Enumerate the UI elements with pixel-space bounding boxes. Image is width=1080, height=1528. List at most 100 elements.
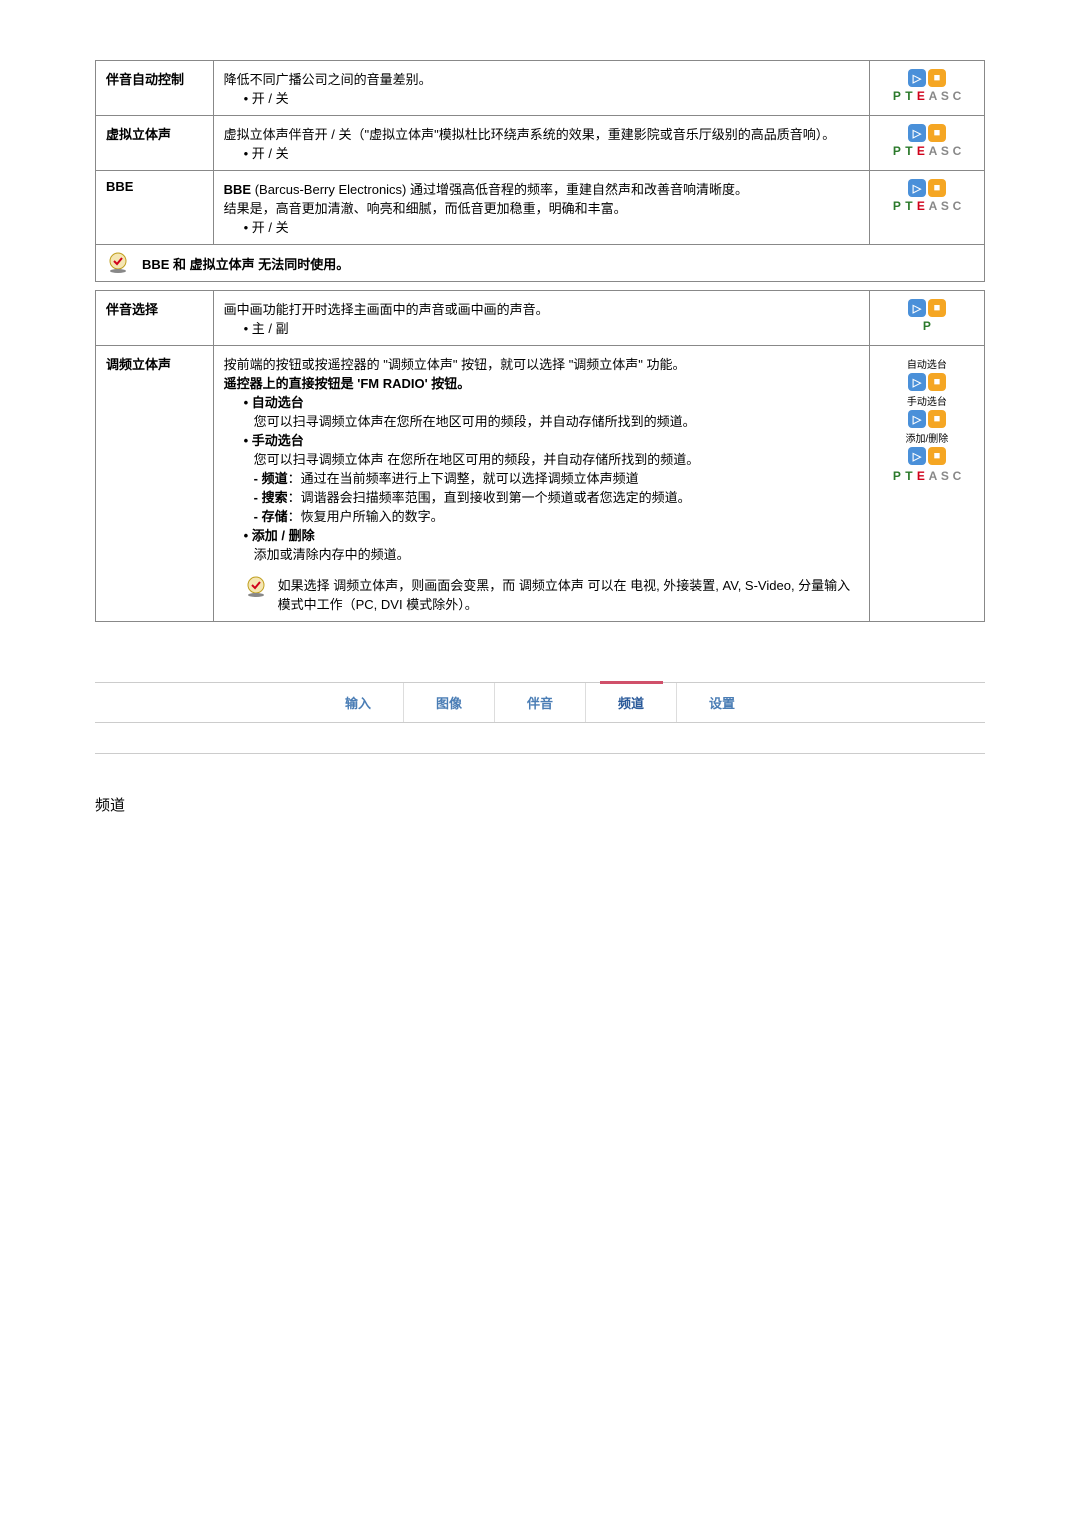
play-icon: ▷ — [908, 69, 926, 87]
row-description: BBE (Barcus-Berry Electronics) 通过增强高低音程的… — [213, 171, 869, 245]
bullet-option: • 开 / 关 — [244, 91, 289, 106]
row-description: 虚拟立体声伴音开 / 关（"虚拟立体声"模拟杜比环绕声系统的效果，重建影院或音乐… — [213, 116, 869, 171]
row-label: 虚拟立体声 — [96, 116, 214, 171]
play-icon: ▷ — [908, 447, 926, 465]
fm-adddel-label: • 添加 / 删除 — [244, 528, 315, 543]
play-icon: ▷ — [908, 124, 926, 142]
stop-icon: ■ — [928, 373, 946, 391]
nav-tabs: 输入 图像 伴音 频道 设置 — [95, 682, 985, 723]
stop-icon: ■ — [928, 124, 946, 142]
tab-input[interactable]: 输入 — [313, 683, 404, 722]
settings-table-2: 伴音选择 画中画功能打开时选择主画面中的声音或画中画的声音。 • 主 / 副 ▷… — [95, 290, 985, 622]
row-label: 伴音自动控制 — [96, 61, 214, 116]
mode-icons-cell: ▷ ■ P T E A S C — [869, 171, 984, 245]
play-icon: ▷ — [908, 373, 926, 391]
table-row: 调频立体声 按前端的按钮或按遥控器的 "调频立体声" 按钮，就可以选择 "调频立… — [96, 346, 985, 622]
play-icon: ▷ — [908, 299, 926, 317]
fm-auto-desc: 您可以扫寻调频立体声在您所在地区可用的频段，并自动存储所找到的频道。 — [254, 414, 696, 429]
mode-icon-group: ▷ ■ P — [908, 299, 946, 333]
note-icon — [244, 575, 268, 599]
mode-icons-cell: ▷ ■ P T E A S C — [869, 116, 984, 171]
mode-letter: E — [915, 469, 927, 483]
mode-letter: S — [939, 89, 951, 103]
divider — [95, 753, 985, 754]
mode-letter: A — [927, 199, 939, 213]
fm-channel-bold: - 频道 — [254, 471, 288, 486]
mode-icon-group: ▷ ■ P T E A S C — [891, 179, 963, 213]
fm-manual-label: • 手动选台 — [244, 433, 304, 448]
table-row: 伴音选择 画中画功能打开时选择主画面中的声音或画中画的声音。 • 主 / 副 ▷… — [96, 291, 985, 346]
table-row: BBE BBE (Barcus-Berry Electronics) 通过增强高… — [96, 171, 985, 245]
play-icon: ▷ — [908, 179, 926, 197]
mode-letter: E — [915, 144, 927, 158]
fm-line2: 遥控器上的直接按钮是 'FM RADIO' 按钮。 — [224, 376, 471, 391]
stop-icon: ■ — [928, 410, 946, 428]
mode-letter: E — [915, 89, 927, 103]
note-icon — [106, 251, 130, 275]
stop-icon: ■ — [928, 69, 946, 87]
desc-text: (Barcus-Berry Electronics) 通过增强高低音程的频率，重… — [251, 182, 748, 197]
mode-letter: T — [903, 469, 915, 483]
mode-letter: T — [903, 199, 915, 213]
fm-side-manual: 手动选台 — [880, 393, 974, 408]
mode-letter: S — [939, 144, 951, 158]
bullet-option: • 开 / 关 — [244, 220, 289, 235]
stop-icon: ■ — [928, 447, 946, 465]
mode-letter: P — [891, 469, 903, 483]
fm-auto-label: • 自动选台 — [244, 395, 304, 410]
note-text: BBE 和 虚拟立体声 无法同时使用。 — [142, 254, 349, 273]
mode-icon-group: ▷ ■ P T E A S C — [891, 69, 963, 103]
table-row: 伴音自动控制 降低不同广播公司之间的音量差别。 • 开 / 关 ▷ ■ P T … — [96, 61, 985, 116]
fm-adddel-desc: 添加或清除内存中的频道。 — [254, 547, 410, 562]
bullet-option: • 开 / 关 — [244, 146, 289, 161]
mode-letter: P — [891, 89, 903, 103]
mode-icons-cell: ▷ ■ P T E A S C — [869, 61, 984, 116]
mode-letter: P — [891, 144, 903, 158]
row-description: 降低不同广播公司之间的音量差别。 • 开 / 关 — [213, 61, 869, 116]
mode-letter: T — [903, 144, 915, 158]
inner-note-text: 如果选择 调频立体声，则画面会变黑，而 调频立体声 可以在 电视, 外接装置, … — [278, 575, 859, 613]
mode-letter: C — [951, 469, 963, 483]
desc-bold: BBE — [224, 182, 251, 197]
fm-search-bold: - 搜索 — [254, 490, 288, 505]
mode-letter: A — [927, 89, 939, 103]
row-label: BBE — [96, 171, 214, 245]
tab-channel[interactable]: 频道 — [586, 683, 677, 722]
row-label: 调频立体声 — [96, 346, 214, 622]
mode-icons-cell: ▷ ■ P — [869, 291, 984, 346]
mode-letter: T — [903, 89, 915, 103]
mode-letter: E — [915, 199, 927, 213]
desc-text: 降低不同广播公司之间的音量差别。 — [224, 72, 432, 87]
mode-letter: A — [927, 469, 939, 483]
row-description: 画中画功能打开时选择主画面中的声音或画中画的声音。 • 主 / 副 — [213, 291, 869, 346]
tab-sound[interactable]: 伴音 — [495, 683, 586, 722]
note-row: BBE 和 虚拟立体声 无法同时使用。 — [95, 244, 985, 282]
mode-letter: C — [951, 144, 963, 158]
fm-line1: 按前端的按钮或按遥控器的 "调频立体声" 按钮，就可以选择 "调频立体声" 功能… — [224, 357, 686, 372]
fm-side-adddel: 添加/删除 — [880, 430, 974, 445]
fm-channel-desc: ：通过在当前频率进行上下调整，就可以选择调频立体声频道 — [288, 471, 639, 486]
fm-side-labels: 自动选台 ▷ ■ 手动选台 ▷ ■ 添加/删除 ▷ ■ P T E A S C — [869, 346, 984, 622]
mode-letter: C — [951, 199, 963, 213]
mode-letter: S — [939, 469, 951, 483]
mode-letter: A — [927, 144, 939, 158]
fm-store-bold: - 存储 — [254, 509, 288, 524]
play-icon: ▷ — [908, 410, 926, 428]
mode-letter: C — [951, 89, 963, 103]
mode-letter: S — [939, 199, 951, 213]
mode-letter: P — [921, 319, 933, 333]
desc-text: 画中画功能打开时选择主画面中的声音或画中画的声音。 — [224, 302, 549, 317]
row-label: 伴音选择 — [96, 291, 214, 346]
fm-manual-desc: 您可以扫寻调频立体声 在您所在地区可用的频段，并自动存储所找到的频道。 — [254, 452, 700, 467]
tab-settings[interactable]: 设置 — [677, 683, 767, 722]
table-row: 虚拟立体声 虚拟立体声伴音开 / 关（"虚拟立体声"模拟杜比环绕声系统的效果，重… — [96, 116, 985, 171]
tab-image[interactable]: 图像 — [404, 683, 495, 722]
row-description: 按前端的按钮或按遥控器的 "调频立体声" 按钮，就可以选择 "调频立体声" 功能… — [213, 346, 869, 622]
inner-note: 如果选择 调频立体声，则画面会变黑，而 调频立体声 可以在 电视, 外接装置, … — [244, 575, 859, 613]
stop-icon: ■ — [928, 299, 946, 317]
bullet-option: • 主 / 副 — [244, 321, 289, 336]
desc-text-2: 结果是，高音更加清澈、响亮和细腻，而低音更加稳重，明确和丰富。 — [224, 201, 627, 216]
stop-icon: ■ — [928, 179, 946, 197]
fm-store-desc: ：恢复用户所输入的数字。 — [288, 509, 444, 524]
section-heading: 频道 — [95, 794, 985, 815]
